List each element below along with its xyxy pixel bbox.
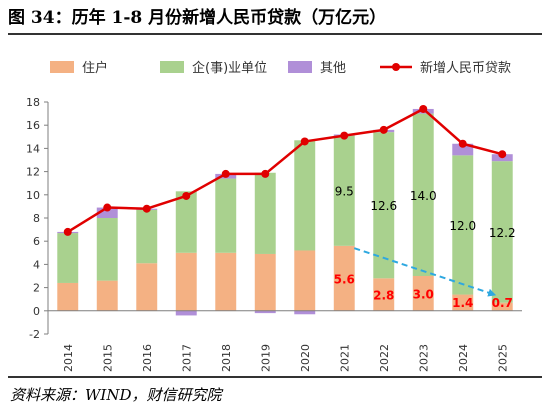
x-tick-label-2023: 2023 [417, 344, 430, 372]
bar-resident-2022 [373, 278, 395, 311]
y-tick-label: 18 [26, 96, 40, 109]
data-label-resident-2021: 5.6 [334, 272, 355, 286]
y-tick-label: 16 [26, 119, 40, 132]
point-total-2023 [419, 104, 428, 113]
x-tick-label-2018: 2018 [220, 344, 233, 372]
data-label-enterprise-2021: 9.5 [335, 185, 354, 199]
x-tick-label-2016: 2016 [141, 344, 154, 372]
point-total-2016 [142, 204, 151, 213]
data-label-resident-2025: 0.7 [492, 296, 513, 310]
title-divider [8, 33, 542, 35]
bar-enterprise-2025 [491, 161, 513, 303]
bar-other-2024 [452, 143, 474, 156]
bar-resident-2019 [254, 253, 276, 311]
y-tick-label: 14 [26, 142, 40, 155]
bar-enterprise-2023 [412, 113, 434, 276]
bar-enterprise-2017 [175, 191, 197, 253]
bar-other-2015 [96, 207, 118, 218]
point-total-2015 [103, 203, 112, 212]
point-total-2025 [498, 150, 507, 159]
x-tick-label-2021: 2021 [338, 344, 351, 372]
legend-label-total: 新增人民币贷款 [420, 60, 511, 76]
x-tick-label-2019: 2019 [259, 344, 272, 372]
y-tick-label: 10 [26, 189, 40, 202]
bar-enterprise-2021 [333, 135, 355, 246]
point-total-2018 [221, 169, 230, 178]
legend-swatch-enterprise [160, 61, 184, 73]
y-tick-label: 12 [26, 166, 40, 179]
line-total-loans [67, 107, 503, 233]
bar-resident-2017 [175, 252, 197, 311]
bar-other-2020 [294, 310, 316, 315]
legend-label-other: 其他 [320, 61, 346, 76]
bar-resident-2014 [57, 282, 79, 311]
x-tick-label-2014: 2014 [62, 344, 75, 372]
bar-resident-2024 [452, 294, 474, 311]
data-label-enterprise-2022: 12.6 [370, 199, 397, 213]
bar-enterprise-2020 [294, 140, 316, 251]
bar-enterprise-2022 [373, 132, 395, 279]
trend-arrow [353, 247, 497, 297]
y-tick-label: 4 [33, 258, 40, 271]
legend-label-enterprise: 企(事)业单位 [192, 60, 267, 76]
bar-enterprise-2015 [96, 218, 118, 281]
bar-resident-2020 [294, 250, 316, 311]
x-tick-label-2015: 2015 [101, 344, 114, 372]
x-tick-label-2020: 2020 [299, 344, 312, 372]
y-tick-label: 0 [33, 305, 40, 318]
bar-other-2019 [254, 310, 276, 314]
source-divider [8, 376, 542, 378]
bar-enterprise-2018 [215, 178, 237, 253]
bar-other-2017 [175, 310, 197, 316]
y-tick-label: 6 [33, 235, 40, 248]
point-total-2014 [63, 227, 72, 236]
point-total-2019 [261, 169, 270, 178]
bar-resident-2023 [412, 276, 434, 311]
x-tick-label-2022: 2022 [378, 344, 391, 372]
point-total-2017 [182, 191, 191, 200]
x-tick-label-2024: 2024 [457, 344, 470, 372]
y-tick-label: -2 [29, 328, 40, 341]
x-tick-label-2017: 2017 [180, 344, 193, 372]
point-total-2024 [458, 139, 467, 148]
bar-enterprise-2014 [57, 233, 79, 283]
point-total-2021 [340, 131, 349, 140]
data-label-enterprise-2023: 14.0 [410, 189, 437, 203]
bar-enterprise-2016 [136, 209, 158, 264]
bar-enterprise-2024 [452, 155, 474, 295]
data-label-resident-2022: 2.8 [373, 289, 394, 303]
legend-swatch-resident [50, 61, 74, 73]
bar-resident-2025 [491, 302, 513, 311]
y-tick-label: 8 [33, 212, 40, 225]
source-note: 资料来源：WIND，财信研究院 [10, 386, 222, 404]
figure-title: 图 34：历年 1-8 月份新增人民币贷款（万亿元） [8, 8, 387, 28]
point-total-2022 [379, 125, 388, 134]
data-label-resident-2024: 1.4 [452, 296, 473, 310]
bar-resident-2018 [215, 252, 237, 311]
legend-marker-total [392, 63, 400, 71]
point-total-2020 [300, 137, 309, 146]
bar-resident-2016 [136, 263, 158, 311]
bar-resident-2015 [96, 280, 118, 311]
bar-enterprise-2019 [254, 172, 276, 254]
legend-swatch-other [288, 61, 312, 73]
bar-resident-2021 [333, 245, 355, 311]
y-tick-label: 2 [33, 282, 40, 295]
data-label-resident-2023: 3.0 [413, 287, 434, 301]
x-tick-label-2025: 2025 [496, 344, 509, 372]
data-label-enterprise-2025: 12.2 [489, 226, 516, 240]
legend-label-resident: 住户 [82, 60, 108, 76]
data-label-enterprise-2024: 12.0 [449, 219, 476, 233]
